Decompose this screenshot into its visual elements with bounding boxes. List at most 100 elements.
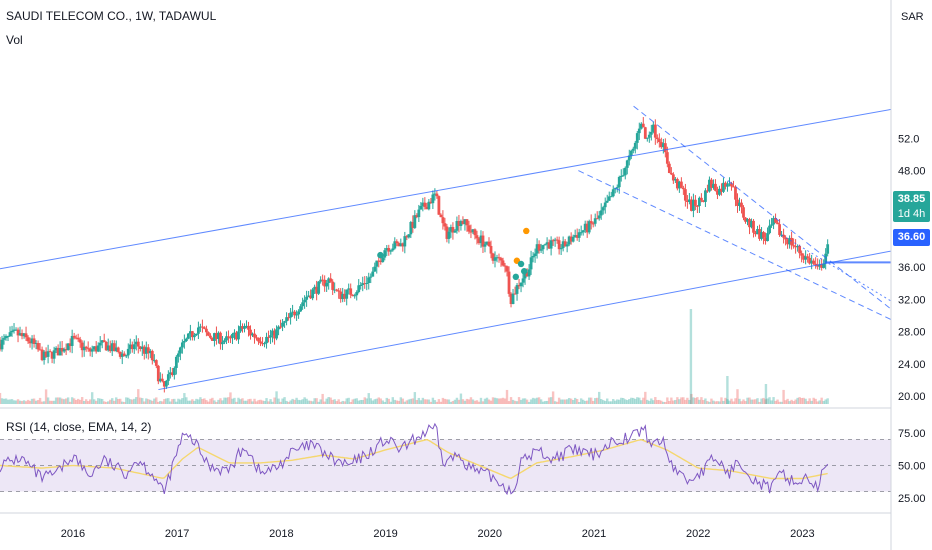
volume-bar <box>800 398 803 404</box>
candle-body <box>453 230 457 233</box>
candle-body <box>625 160 629 168</box>
volume-bar <box>503 398 507 404</box>
candle-body <box>2 338 6 340</box>
trendline-channel-upper[interactable] <box>0 108 892 270</box>
candle-body <box>605 200 609 203</box>
volume-bar <box>127 397 130 404</box>
volume-bar <box>818 400 821 404</box>
candle-body <box>100 340 104 343</box>
candle-body <box>786 239 789 245</box>
volume-bar <box>247 399 250 404</box>
candle-body <box>778 224 781 235</box>
candle-body <box>76 337 80 340</box>
volume-bar <box>84 399 88 404</box>
rsi-axis[interactable]: 75.00 50.00 25.00 <box>898 428 926 505</box>
candle-body <box>645 137 649 139</box>
volume-bar <box>259 399 262 404</box>
volume-bar <box>113 400 116 404</box>
volume-bar <box>660 400 663 404</box>
volume-bar <box>567 397 571 404</box>
volume-label: Vol <box>6 33 23 47</box>
volume-bar <box>614 400 617 404</box>
volume-bar <box>682 397 685 404</box>
candle-body <box>285 317 288 322</box>
candle-body <box>44 351 48 357</box>
volume-bar <box>401 398 405 404</box>
trendline-channel-lower[interactable] <box>158 250 892 391</box>
trendline-descending[interactable] <box>633 105 892 310</box>
candle-body <box>756 229 759 235</box>
candle-body <box>96 345 100 352</box>
volume-bar <box>153 398 156 404</box>
volume-bar <box>521 398 525 404</box>
volume-bar <box>18 400 22 404</box>
volume-bar <box>664 401 667 404</box>
volume-bar <box>207 401 210 404</box>
candle-body <box>104 341 108 351</box>
trendline-descending[interactable] <box>781 234 892 302</box>
volume-bar <box>485 397 489 404</box>
volume-bar <box>293 399 296 404</box>
candle-body <box>760 232 763 239</box>
candle-body <box>571 236 575 242</box>
volume-bar <box>105 401 108 404</box>
candle-body <box>413 215 417 228</box>
candle-body <box>98 342 102 346</box>
volume-bar <box>539 399 543 404</box>
volume-bar <box>303 397 306 404</box>
trendlines[interactable] <box>0 105 892 391</box>
candle-body <box>315 286 319 294</box>
candle-body <box>291 311 294 313</box>
candle-body <box>679 181 683 188</box>
candle-body <box>792 245 796 247</box>
volume-bar <box>754 399 757 404</box>
price-tick-label: 32.00 <box>898 294 926 306</box>
volume-bar <box>507 401 511 404</box>
candle-body <box>225 336 228 341</box>
volume-bar <box>231 398 234 404</box>
volume-bar <box>82 401 86 404</box>
volume-bar <box>28 400 32 404</box>
volume-bar <box>321 393 324 404</box>
candle-body <box>126 348 130 356</box>
volume-bar <box>56 397 60 404</box>
time-axis[interactable]: 2016 2017 2018 2019 2020 2021 2022 2023 <box>61 528 815 540</box>
candle-body <box>385 248 389 251</box>
candle-body <box>463 219 467 225</box>
volume-bar <box>600 399 603 404</box>
candle-body <box>431 194 435 204</box>
candle-body <box>475 235 479 239</box>
volume-bar <box>101 398 104 404</box>
candle-body <box>299 306 303 312</box>
candle-body <box>529 257 533 270</box>
candle-body <box>56 347 60 356</box>
candle-body <box>309 295 313 299</box>
volume-bar <box>305 398 308 404</box>
time-tick-label: 2017 <box>165 528 189 540</box>
candle-body <box>487 241 491 246</box>
candle-body <box>178 347 182 354</box>
volume-bar <box>66 397 70 404</box>
candle-body <box>443 223 447 227</box>
volume-bar <box>826 398 829 404</box>
candle-body <box>10 330 14 333</box>
candle-body <box>627 155 631 161</box>
candle-body <box>587 221 591 233</box>
candle-body <box>720 188 723 192</box>
candle-body <box>718 188 721 195</box>
volume-bar <box>662 401 665 404</box>
candle-body <box>349 288 353 295</box>
candle-body <box>136 341 140 347</box>
trendline-descending[interactable] <box>578 170 892 320</box>
candle-body <box>383 250 387 258</box>
candle-body <box>653 124 657 138</box>
candle-body <box>537 244 541 251</box>
volume-bar <box>822 400 825 404</box>
volume-bar <box>798 397 801 404</box>
volume-bar <box>46 397 50 404</box>
volume-bar <box>313 398 316 404</box>
volume-bar <box>255 401 258 404</box>
candle-body <box>820 264 824 268</box>
rsi-indicator-label[interactable]: RSI (14, close, EMA, 14, 2) <box>6 420 152 434</box>
